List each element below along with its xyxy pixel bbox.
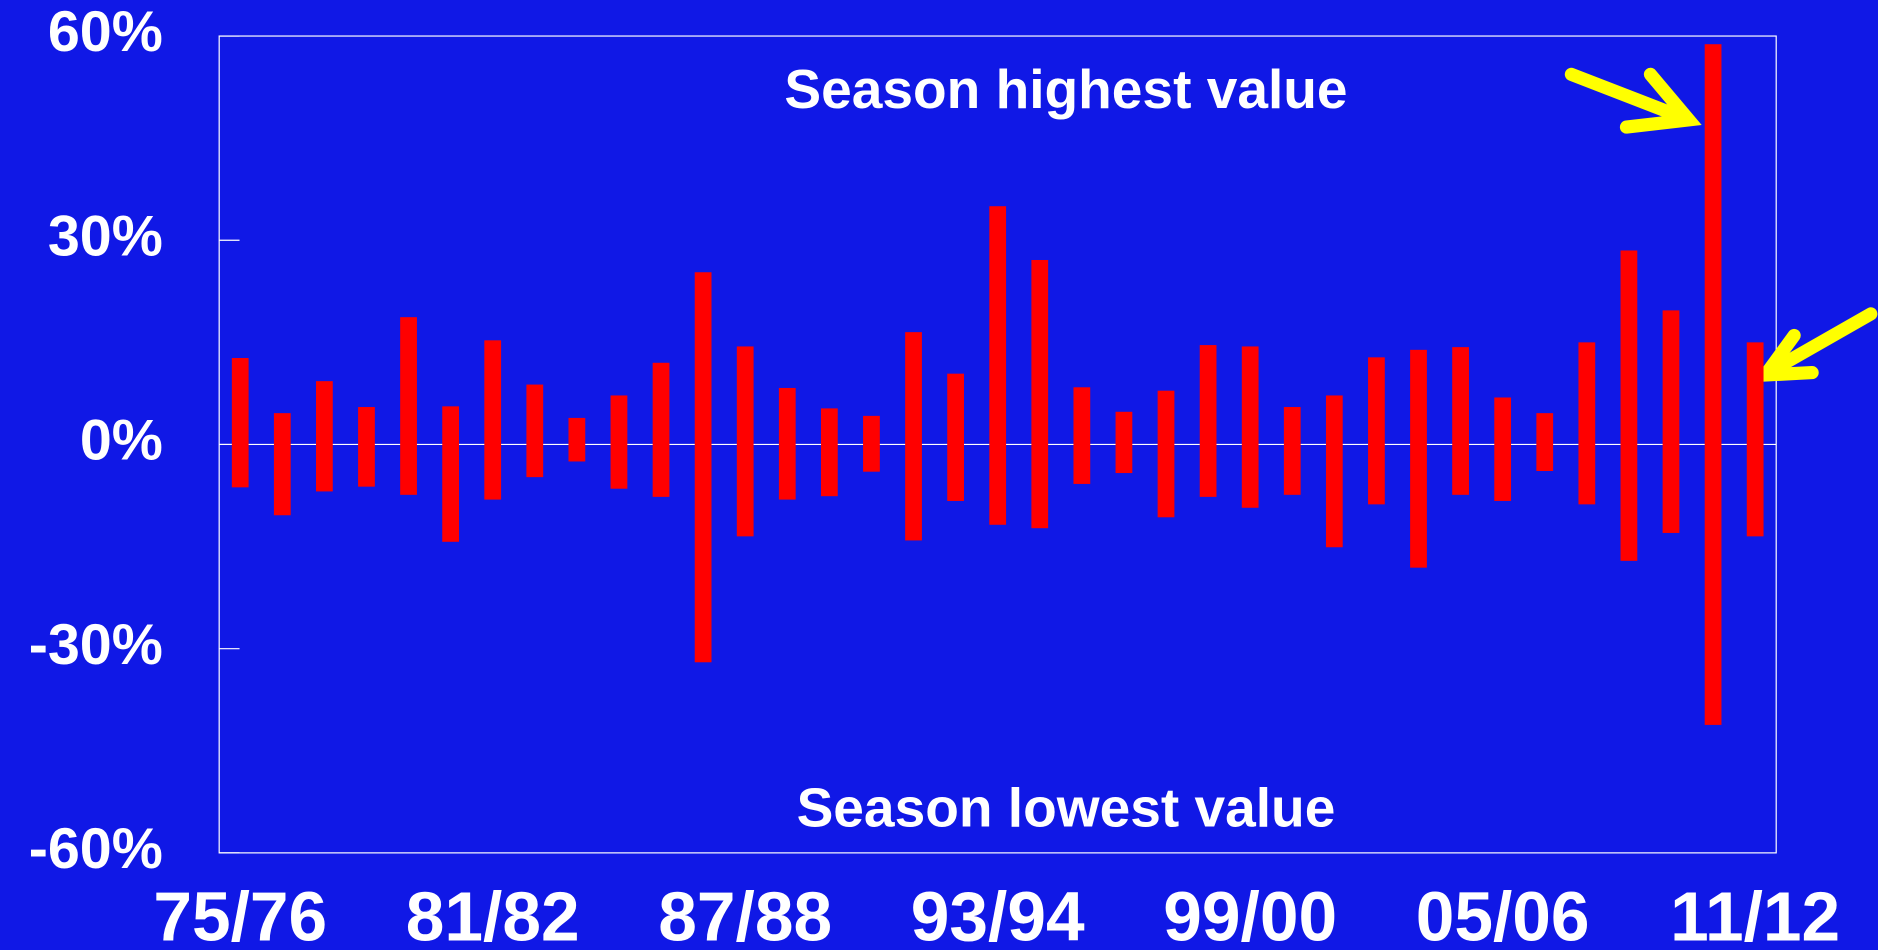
bar (820, 408, 838, 497)
bar (526, 384, 544, 478)
bar (1241, 346, 1259, 508)
bar (1073, 387, 1091, 484)
bar (1578, 342, 1596, 505)
bar (652, 362, 670, 497)
bar (1115, 411, 1133, 474)
y-tick-label: 60% (48, 0, 163, 64)
bar (1452, 347, 1469, 495)
x-tick-label: 81/82 (406, 878, 580, 950)
bar (989, 206, 1007, 525)
bar (1368, 357, 1385, 505)
bar (1662, 310, 1680, 533)
bar (694, 272, 712, 663)
bar (1031, 259, 1049, 529)
bar (610, 395, 628, 489)
bar (400, 317, 417, 495)
bar (568, 417, 586, 462)
annotation: Season lowest value (797, 777, 1336, 839)
arrow (1751, 307, 1878, 383)
x-tick-label: 75/76 (153, 878, 327, 950)
bar (231, 358, 249, 488)
x-tick-label: 11/12 (1670, 878, 1840, 950)
annotation: Season highest value (784, 58, 1347, 120)
bar (315, 381, 333, 492)
bar (1746, 342, 1764, 537)
bar (863, 415, 880, 472)
x-tick-label: 05/06 (1416, 878, 1590, 950)
y-tick-label: 0% (80, 409, 163, 473)
bar (1536, 413, 1554, 472)
bar (273, 413, 291, 516)
bar (442, 406, 460, 542)
bar (1283, 407, 1301, 495)
bar (1157, 390, 1175, 518)
bar (358, 407, 375, 487)
bar (484, 340, 502, 500)
bar (1704, 44, 1722, 725)
bar (1494, 397, 1512, 501)
bar (1620, 250, 1638, 561)
bar (778, 387, 796, 500)
bar (1199, 345, 1217, 497)
x-tick-label: 87/88 (658, 878, 832, 950)
bar (905, 332, 922, 541)
bar (1325, 395, 1343, 548)
bar (1410, 349, 1427, 568)
bar (736, 346, 754, 537)
bar (947, 373, 964, 501)
x-tick-label: 93/94 (911, 878, 1085, 950)
x-tick-label: 99/00 (1163, 878, 1337, 950)
y-tick-label: -60% (29, 817, 163, 881)
y-tick-label: 30% (48, 204, 163, 268)
y-tick-label: -30% (29, 613, 163, 677)
arrow (1564, 67, 1702, 134)
